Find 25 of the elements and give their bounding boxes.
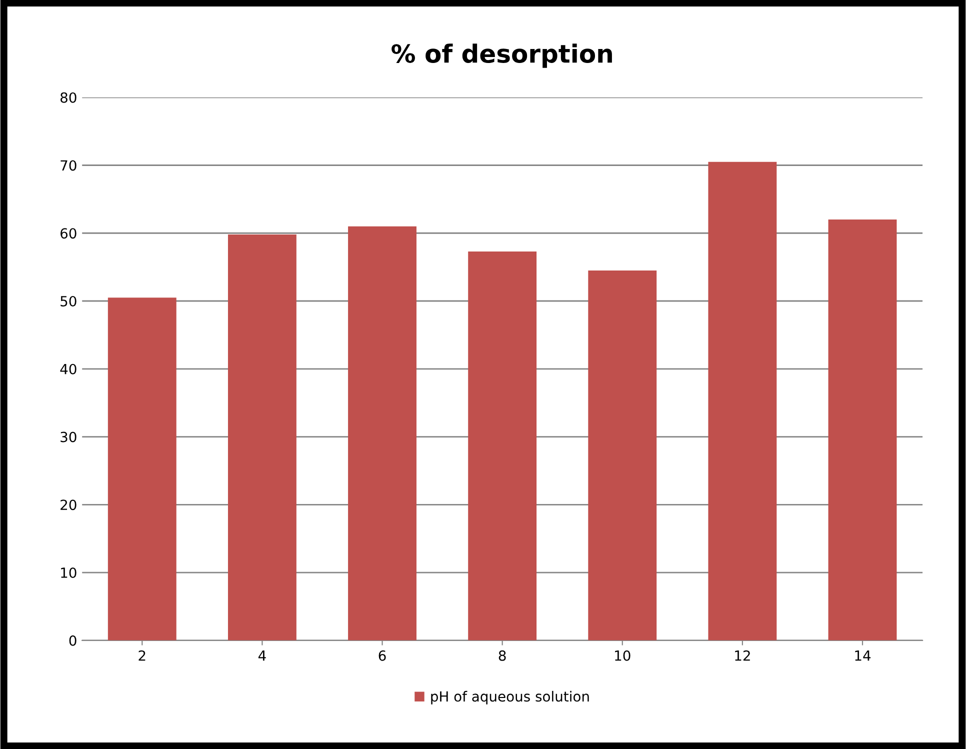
y-tick-label: 70 (60, 160, 76, 171)
x-tick-label: 14 (855, 650, 871, 661)
x-tick-label: 4 (258, 650, 266, 661)
x-tick-label: 12 (735, 650, 750, 661)
bar (708, 162, 777, 640)
x-tick-label: 10 (615, 650, 630, 661)
y-tick-label: 20 (60, 500, 76, 510)
bar (348, 226, 416, 640)
bar (828, 220, 897, 640)
y-tick-label: 50 (60, 296, 76, 306)
bar (108, 298, 176, 640)
x-tick-label: 6 (378, 650, 386, 661)
chart-title: % of desorption (392, 44, 612, 68)
bar (468, 251, 537, 640)
y-tick-label: 10 (61, 567, 76, 578)
y-tick-label: 30 (60, 432, 76, 442)
bar (228, 234, 296, 640)
legend-label: pH of aqueous solution (431, 690, 589, 704)
bar (588, 270, 657, 640)
y-tick-label: 80 (60, 92, 76, 103)
y-tick-label: 0 (69, 635, 76, 646)
x-tick-label: 8 (498, 650, 506, 661)
y-tick-label: 40 (60, 364, 76, 374)
y-tick-label: 60 (60, 228, 76, 239)
x-tick-label: 2 (138, 650, 146, 661)
